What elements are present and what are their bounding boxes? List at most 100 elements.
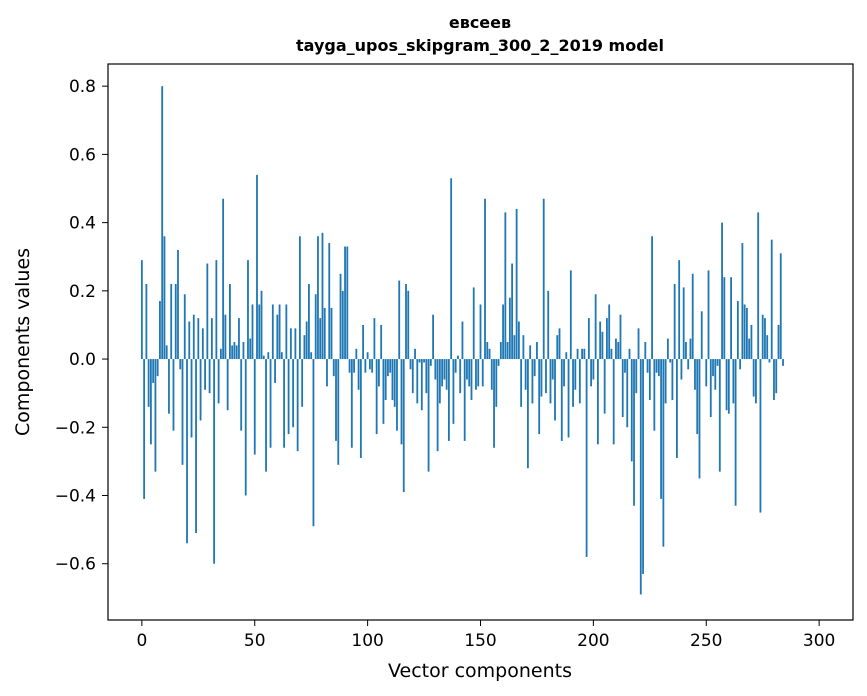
bar [669, 359, 672, 363]
bar [170, 284, 173, 360]
bar [362, 324, 365, 360]
bar [621, 359, 624, 418]
bar [470, 359, 473, 400]
bar [694, 359, 696, 390]
bar [515, 208, 518, 360]
x-tick-label: 300 [803, 631, 835, 651]
bar [714, 359, 717, 390]
bar [355, 348, 358, 360]
bar [188, 321, 191, 360]
bar [274, 359, 276, 383]
bar [378, 359, 380, 387]
bar [308, 284, 310, 360]
bar [294, 328, 297, 360]
bar [441, 359, 444, 387]
x-tick-label: 250 [690, 631, 722, 651]
bar [466, 359, 468, 380]
bar [585, 359, 588, 557]
bar [457, 355, 459, 360]
y-tick-label: 0.6 [69, 145, 96, 165]
bar [321, 232, 324, 360]
bar [673, 284, 676, 360]
bar [567, 359, 570, 438]
bar [691, 273, 694, 360]
bar [685, 342, 687, 360]
bar [633, 359, 635, 506]
bar [594, 294, 597, 360]
bar [450, 178, 453, 360]
bar [303, 335, 306, 360]
bar [743, 304, 746, 360]
bar [540, 359, 543, 397]
bar [653, 359, 656, 431]
bar [310, 352, 313, 360]
bar [330, 307, 333, 360]
bar [736, 301, 739, 360]
bar [405, 284, 407, 360]
bar [499, 342, 502, 360]
bar [495, 359, 498, 407]
bar [195, 359, 197, 534]
bar [775, 359, 778, 394]
bar [165, 345, 168, 360]
bar [366, 352, 369, 360]
bar [346, 246, 349, 360]
bar [558, 328, 561, 360]
bar [639, 359, 642, 595]
y-tick-label: −0.4 [55, 486, 96, 506]
x-tick-label: 0 [136, 631, 147, 651]
bar-series [140, 86, 784, 595]
bar [619, 314, 622, 360]
bar [506, 342, 509, 360]
bar [777, 324, 780, 360]
bar [682, 287, 685, 360]
bar [335, 359, 337, 441]
bar [231, 345, 234, 360]
bar [490, 359, 493, 390]
bar [644, 342, 647, 360]
bar [646, 359, 649, 373]
bar [339, 273, 342, 360]
bar [387, 359, 389, 377]
bar [206, 263, 209, 360]
bar [757, 212, 760, 360]
bar [384, 359, 387, 400]
bar [712, 359, 714, 377]
bar [705, 359, 708, 387]
bar [326, 359, 328, 387]
bar [511, 263, 514, 360]
bar [222, 198, 225, 360]
bar [651, 236, 653, 360]
bar [418, 359, 421, 363]
bar [219, 348, 222, 360]
bar [481, 359, 484, 387]
bar [741, 243, 744, 360]
bar [581, 348, 583, 360]
bar [578, 359, 581, 404]
bar [256, 174, 258, 360]
bar [242, 342, 245, 360]
bar [432, 314, 434, 360]
bar [190, 359, 193, 438]
bar [407, 290, 410, 360]
bar [563, 359, 565, 387]
bar [488, 348, 491, 360]
bar [265, 359, 267, 472]
bar [606, 318, 608, 360]
bar [739, 359, 742, 370]
bar [269, 359, 272, 448]
bar [678, 260, 681, 360]
bar [289, 328, 292, 360]
bar [443, 359, 446, 380]
bar [472, 287, 475, 360]
bar [454, 359, 457, 373]
bar [569, 270, 572, 360]
bar [332, 359, 335, 377]
bar [601, 331, 604, 360]
bar [635, 359, 638, 394]
y-tick-label: 0.0 [69, 350, 96, 370]
bar [143, 359, 146, 499]
bar [235, 345, 238, 360]
bar [592, 359, 595, 380]
